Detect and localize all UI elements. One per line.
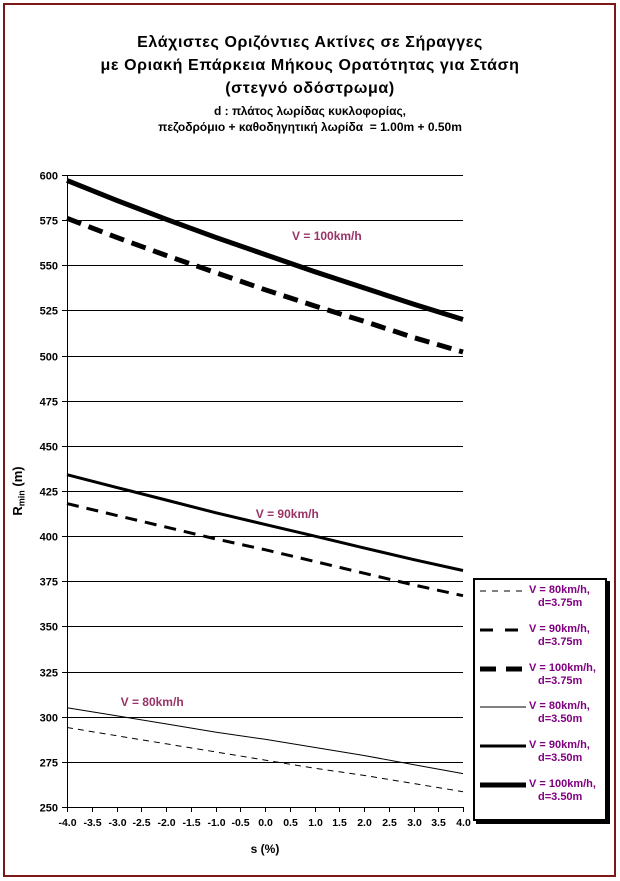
y-tick-label: 575 [40, 216, 58, 228]
x-tick-label: 4.0 [456, 817, 471, 829]
x-tick-label: -2.0 [157, 817, 175, 829]
legend-item-1: V = 90km/h, d=3.75m [479, 623, 605, 662]
chart-title-line-3: (στεγνό οδόστρωμα) [225, 80, 395, 97]
legend-line-sample-icon [480, 590, 526, 592]
chart-subtitle-line-2: πεζοδρόμιο + καθοδηγητική λωρίδα = 1.00m… [158, 120, 462, 134]
x-axis-title: s (%) [251, 842, 280, 856]
legend-label: V = 100km/h, d=3.75m [529, 661, 596, 687]
y-tick-label: 350 [40, 622, 58, 634]
x-tick-label: 0.5 [283, 817, 298, 829]
y-tick-label: 450 [40, 442, 58, 454]
x-tick-label: 3.5 [431, 817, 446, 829]
y-tick-label: 400 [40, 532, 58, 544]
legend-label: V = 90km/h, d=3.75m [529, 622, 590, 648]
legend-line-sample-icon [480, 744, 526, 748]
chart-legend: V = 80km/h, d=3.75m V = 90km/h, d=3.75m V = … [473, 578, 607, 821]
x-tick-label: -4.0 [58, 817, 76, 829]
annotation-v-80km-h: V = 80km/h [121, 695, 184, 709]
y-tick-label: 475 [40, 397, 58, 409]
series-line-4-v-90km-h-d-3.50m [66, 473, 464, 572]
y-tick-label: 425 [40, 487, 58, 499]
y-tick-label: 275 [40, 758, 58, 770]
legend-line-sample-icon [480, 706, 526, 708]
legend-line-sample-icon [480, 782, 526, 788]
chart-subtitle-line-1: d : πλάτος λωρίδας κυκλοφορίας, [213, 104, 407, 118]
y-tick-label: 550 [40, 261, 58, 273]
legend-item-0: V = 80km/h, d=3.75m [479, 584, 605, 623]
x-tick-label: 0.0 [258, 817, 273, 829]
series-line-3-v-80km-h-d-3.50m [66, 707, 464, 775]
legend-label: V = 90km/h, d=3.50m [529, 739, 590, 765]
series-line-0-v-80km-h-d-3.75m [66, 727, 464, 793]
y-tick-label: 600 [40, 171, 58, 183]
x-tick-label: -1.5 [182, 817, 200, 829]
y-tick-label: 525 [40, 306, 58, 318]
annotation-v-100km-h: V = 100km/h [292, 229, 362, 243]
legend-label: V = 100km/h, d=3.50m [529, 777, 596, 803]
series-line-5-v-100km-h-d-3.50m [66, 178, 464, 322]
legend-item-4: V = 90km/h, d=3.50m [479, 739, 605, 778]
x-tick-label: 2.0 [357, 817, 372, 829]
x-tick-label: -0.5 [231, 817, 249, 829]
series-line-1-v-90km-h-d-3.75m [66, 502, 464, 598]
legend-label: V = 80km/h, d=3.50m [529, 700, 590, 726]
legend-item-2: V = 100km/h, d=3.75m [479, 662, 605, 701]
y-tick-label: 300 [40, 713, 58, 725]
legend-item-3: V = 80km/h, d=3.50m [479, 700, 605, 739]
series-line-2-v-100km-h-d-3.75m [66, 215, 464, 355]
y-tick-label: 375 [40, 577, 58, 589]
legend-line-sample-icon [480, 628, 526, 632]
y-tick-label: 500 [40, 352, 58, 364]
y-tick-label: 325 [40, 668, 58, 680]
legend-item-5: V = 100km/h, d=3.50m [479, 778, 605, 817]
chart-title-line-1: Ελάχιστες Οριζόντιες Ακτίνες σε Σήραγγες [137, 34, 483, 51]
annotation-v-90km-h: V = 90km/h [256, 507, 319, 521]
legend-line-sample-icon [480, 666, 526, 672]
x-tick-label: -3.0 [108, 817, 126, 829]
y-tick-label: 250 [40, 803, 58, 815]
x-tick-label: -2.5 [132, 817, 150, 829]
x-tick-label: 2.5 [382, 817, 397, 829]
chart-title-line-2: με Οριακή Επάρκεια Μήκους Ορατότητας για… [100, 57, 520, 74]
x-tick-label: -3.5 [83, 817, 101, 829]
x-tick-label: 3.0 [407, 817, 422, 829]
legend-label: V = 80km/h, d=3.75m [529, 584, 590, 609]
y-axis-title: Rmin (m) [10, 466, 27, 515]
x-tick-label: -1.0 [207, 817, 225, 829]
x-tick-label: 1.5 [332, 817, 347, 829]
x-tick-label: 1.0 [308, 817, 323, 829]
